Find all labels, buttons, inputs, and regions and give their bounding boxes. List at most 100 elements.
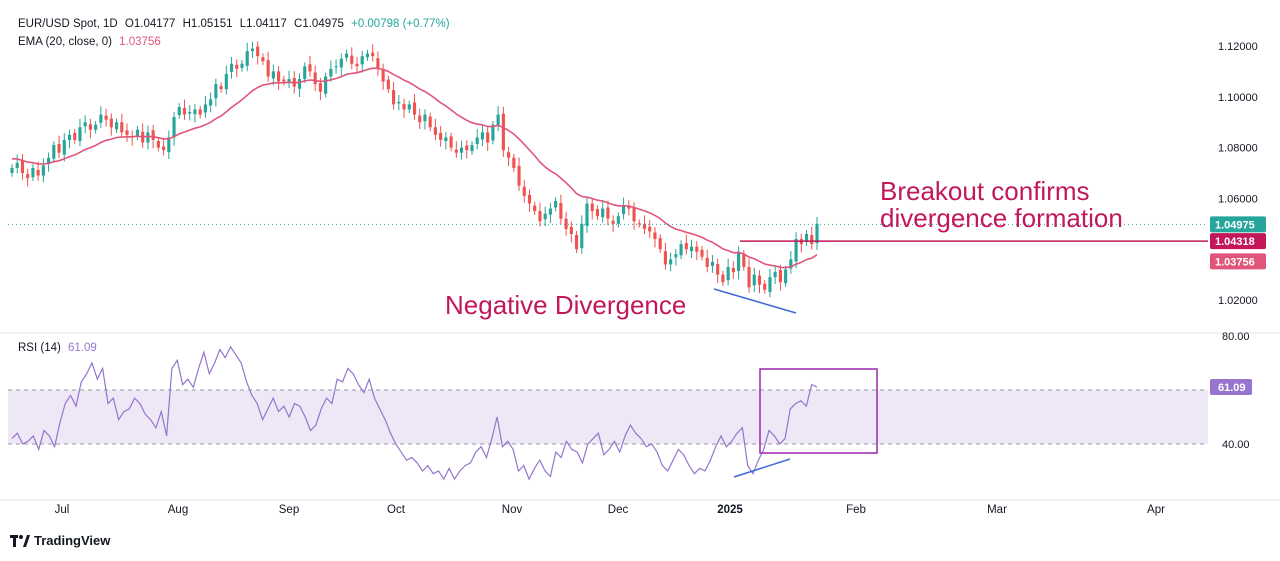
candle-body (344, 53, 349, 58)
rsi-pane: 80.00 40.00 61.09 (0, 331, 1280, 501)
high-value: H1.05151 (182, 18, 233, 30)
candle-body (83, 122, 87, 127)
candle-body (287, 79, 291, 83)
candle-body (20, 160, 25, 173)
candle-body (407, 104, 411, 110)
candle-body (601, 208, 605, 218)
candle-body (297, 79, 302, 89)
candle-body (674, 254, 678, 258)
candle-body (167, 137, 171, 153)
symbol-label: EUR/USD Spot, 1D (18, 18, 118, 30)
candle-body (496, 114, 500, 126)
candle-body (627, 207, 631, 209)
candle-body (747, 266, 751, 288)
candle-body (329, 68, 333, 77)
candle-body (47, 157, 51, 164)
candle-body (616, 216, 620, 224)
candle-body (209, 99, 213, 106)
price-axis-badge (1210, 253, 1266, 270)
rsi-axis-badge-text: 61.09 (1218, 382, 1246, 394)
candle-body (15, 162, 19, 168)
candle-body (381, 68, 385, 82)
tradingview-logo-icon (10, 534, 30, 547)
rsi-value: 61.09 (68, 342, 97, 354)
candle-body (548, 208, 552, 215)
low-value: L1.04117 (239, 18, 287, 30)
x-axis-tick: 2025 (717, 504, 743, 516)
candle-body (574, 234, 579, 250)
candle-body (606, 207, 610, 219)
candle-body (88, 124, 92, 130)
candle-body (318, 83, 322, 92)
x-axis-tick: Apr (1147, 504, 1165, 516)
rsi-axis-badge (1210, 379, 1252, 396)
candle-body (580, 223, 584, 249)
candle-body (104, 115, 108, 120)
x-axis-tick: Oct (387, 504, 406, 516)
close-value: C1.04975 (294, 18, 344, 30)
price-divergence-line (713, 288, 797, 314)
price-axis-badge-text: 1.03756 (1215, 256, 1255, 268)
candle-body (653, 232, 657, 240)
candle-body (512, 157, 516, 168)
candle-body (198, 109, 202, 115)
price-axis-badge (1210, 233, 1266, 250)
candle-body (470, 145, 474, 152)
highlight-box (759, 368, 878, 454)
candle-body (554, 200, 558, 208)
candle-body (146, 132, 150, 143)
candle-body (177, 106, 181, 116)
candle-body (533, 205, 537, 212)
candle-body (543, 213, 547, 220)
candle-body (757, 275, 762, 285)
candle-body (642, 223, 647, 229)
ema-line (11, 67, 818, 269)
candle-body (695, 246, 699, 252)
x-axis-tick: Dec (608, 504, 629, 516)
candle-body (622, 206, 626, 215)
price-legend: EUR/USD Spot, 1D O1.04177 H1.05151 L1.04… (18, 18, 454, 30)
x-axis-tick: Feb (846, 504, 866, 516)
tradingview-logo[interactable]: TradingView (10, 533, 110, 548)
candle-body (156, 140, 160, 148)
candle-body (162, 146, 166, 151)
candle-body (611, 220, 615, 224)
candle-body (261, 57, 265, 62)
candle-body (266, 60, 270, 77)
candle-body (710, 261, 715, 266)
candle-body (475, 137, 479, 145)
candle-body (679, 244, 683, 256)
candle-body (277, 71, 281, 82)
x-axis-tick: Jul (55, 504, 70, 516)
candle-body (527, 194, 532, 204)
open-value: O1.04177 (124, 18, 176, 30)
candle-body (73, 132, 77, 140)
candle-body (632, 207, 636, 222)
x-axis-tick: Sep (279, 504, 299, 516)
candle-body (663, 251, 667, 265)
candle-body (313, 72, 317, 85)
brand-name: TradingView (34, 533, 111, 548)
candle-body (250, 48, 255, 52)
candle-body (569, 226, 573, 234)
candle-body (486, 132, 490, 143)
price-axis-tick: 1.08000 (1218, 143, 1258, 155)
candle-body (360, 56, 364, 65)
candle-body (57, 144, 61, 153)
candle-body (700, 249, 704, 257)
candle-body (182, 107, 187, 115)
candle-body (412, 102, 417, 115)
candle-body (10, 167, 14, 173)
candle-body (810, 234, 814, 245)
candle-body (376, 58, 380, 69)
candle-body (303, 66, 307, 80)
candle-body (193, 109, 197, 115)
candle-body (522, 186, 526, 196)
candle-body (428, 116, 432, 128)
rsi-line (11, 345, 818, 481)
x-axis-tick: Mar (987, 504, 1007, 516)
candle-body (648, 226, 652, 232)
candle-body (731, 267, 735, 273)
candle-body (324, 76, 328, 94)
